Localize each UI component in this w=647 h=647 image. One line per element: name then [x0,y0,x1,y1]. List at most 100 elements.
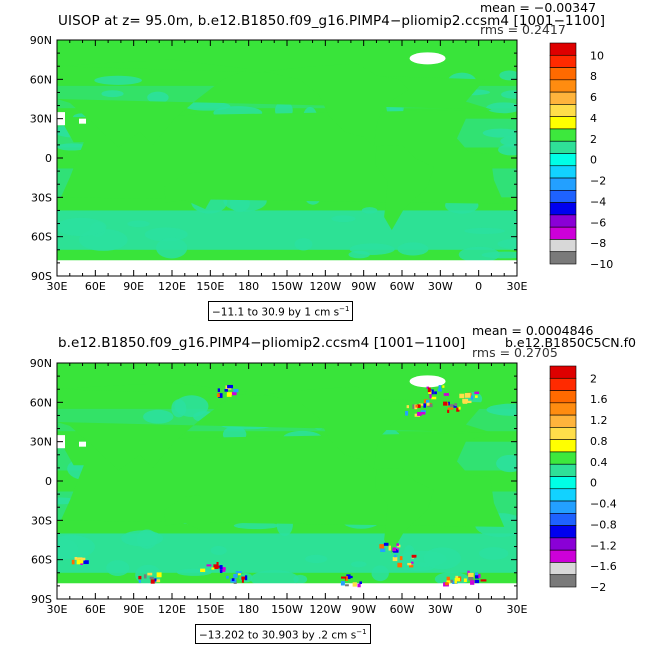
negative-patch [127,220,150,228]
anomaly-spot [231,391,237,396]
x-tick-label: 90E [123,603,144,616]
anomaly-spot [474,572,479,576]
anomaly-spot [459,393,465,399]
anomaly-spot [474,395,478,398]
colorbar-cell [549,251,577,265]
negative-patch [57,143,87,151]
anomaly-spot [450,579,454,583]
colorbar-cell [549,190,577,203]
colorbar-cell [549,402,577,416]
colorbar-label: 2 [590,133,597,146]
anomaly-spot [138,575,142,580]
greenland-mask [409,375,446,388]
anomaly-spot [392,547,397,552]
anomaly-spot [83,560,89,565]
map-field [57,363,517,599]
anomaly-spot [143,574,147,579]
x-tick-label: 0 [475,603,482,616]
anomaly-spot [71,559,75,565]
colorbar-cell [549,177,577,191]
colorbar-label: −8 [590,237,606,250]
land-area [375,467,434,554]
colorbar-label: 10 [590,49,604,62]
colorbar-cell [549,54,577,68]
anomaly-spot [241,578,244,583]
negative-patch [305,554,328,564]
chart-title: UISOP at z= 95.0m, b.e12.B1850.f09_g16.P… [58,13,606,29]
anomaly-spot [446,580,451,584]
anomaly-spot [420,410,426,413]
panel-top: 30E 60E 90E 120E 150E 180 150W 120W 90W 60W 30W 0 30… [0,0,647,323]
colorbar-cell [549,239,577,253]
anomaly-spot [147,572,153,576]
anomaly-spot [218,393,223,398]
negative-patch [294,238,313,251]
anomaly-spot [428,390,432,395]
x-tick-label: 30E [47,603,68,616]
colorbar-cell [549,451,577,465]
anomaly-spot [462,399,468,404]
rms-label: rms = 0.2705 [472,345,558,360]
x-tick-label: 120E [158,603,186,616]
anomaly-spot [231,578,235,582]
map-field [57,40,517,276]
negative-band [57,210,517,250]
anomaly-spot [454,580,457,584]
anomaly-spot [478,573,481,579]
anomaly-spot [454,577,460,582]
negative-patch [101,90,124,98]
x-tick-label: 150E [196,280,224,293]
colorbar-label: 0 [590,477,597,490]
anomaly-spot [474,391,480,394]
anomaly-spot [149,576,154,580]
anomaly-spot [463,578,467,583]
y-tick-label: 60S [31,554,52,567]
x-tick-label: 120W [309,280,341,293]
negative-patch [350,561,367,568]
comparison-label: b.e12.B1850C5CN.f0 [505,335,636,350]
colorbar-cell [549,202,577,216]
anomaly-spot [429,394,432,399]
colorbar-cell [549,226,577,240]
anomaly-spot [359,581,362,585]
y-tick-label: 60N [30,396,52,409]
colorbar-cell [549,79,577,93]
colorbar-label: 0.4 [590,456,608,469]
contour-info-sup: −1 [339,305,350,313]
anomaly-spot [357,583,361,588]
anomaly-spot [82,557,86,560]
negative-patch [500,135,517,147]
negative-patch [106,560,130,576]
x-tick-label: 90W [351,603,376,616]
anomaly-spot [445,402,449,406]
anomaly-spot [415,404,418,408]
anomaly-spot [410,561,414,564]
anomaly-spot [399,556,403,561]
colorbar-label: −2 [590,581,606,594]
anomaly-spot [380,548,386,552]
panel-bottom: 30E 60E 90E 120E 150E 180 150W 120W 90W 60W 30W 0 30… [0,323,647,646]
land-area [264,63,409,147]
anomaly-spot [392,557,398,562]
y-tick-label: 0 [45,475,52,488]
colorbar-label: 0.8 [590,435,608,448]
colorbar-cell [549,390,577,404]
colorbar-cell [549,104,577,117]
contour-info-sup: −1 [356,628,367,636]
negative-patch [233,522,279,530]
anomaly-spot [438,385,441,389]
land-gap [79,441,86,447]
negative-patch [423,547,461,570]
anomaly-spot [154,578,157,582]
anomaly-spot [470,395,474,400]
colorbar-cell [549,537,577,551]
colorbar-label: −0.8 [590,518,617,531]
colorbar-cell [549,525,577,539]
negative-patch [478,547,509,560]
colorbar-cell [549,427,577,440]
anomaly-spot [150,579,155,584]
negative-patch [176,568,212,576]
anomaly-spot [423,403,427,408]
x-tick-label: 0 [475,280,482,293]
anomaly-spot [156,579,161,583]
